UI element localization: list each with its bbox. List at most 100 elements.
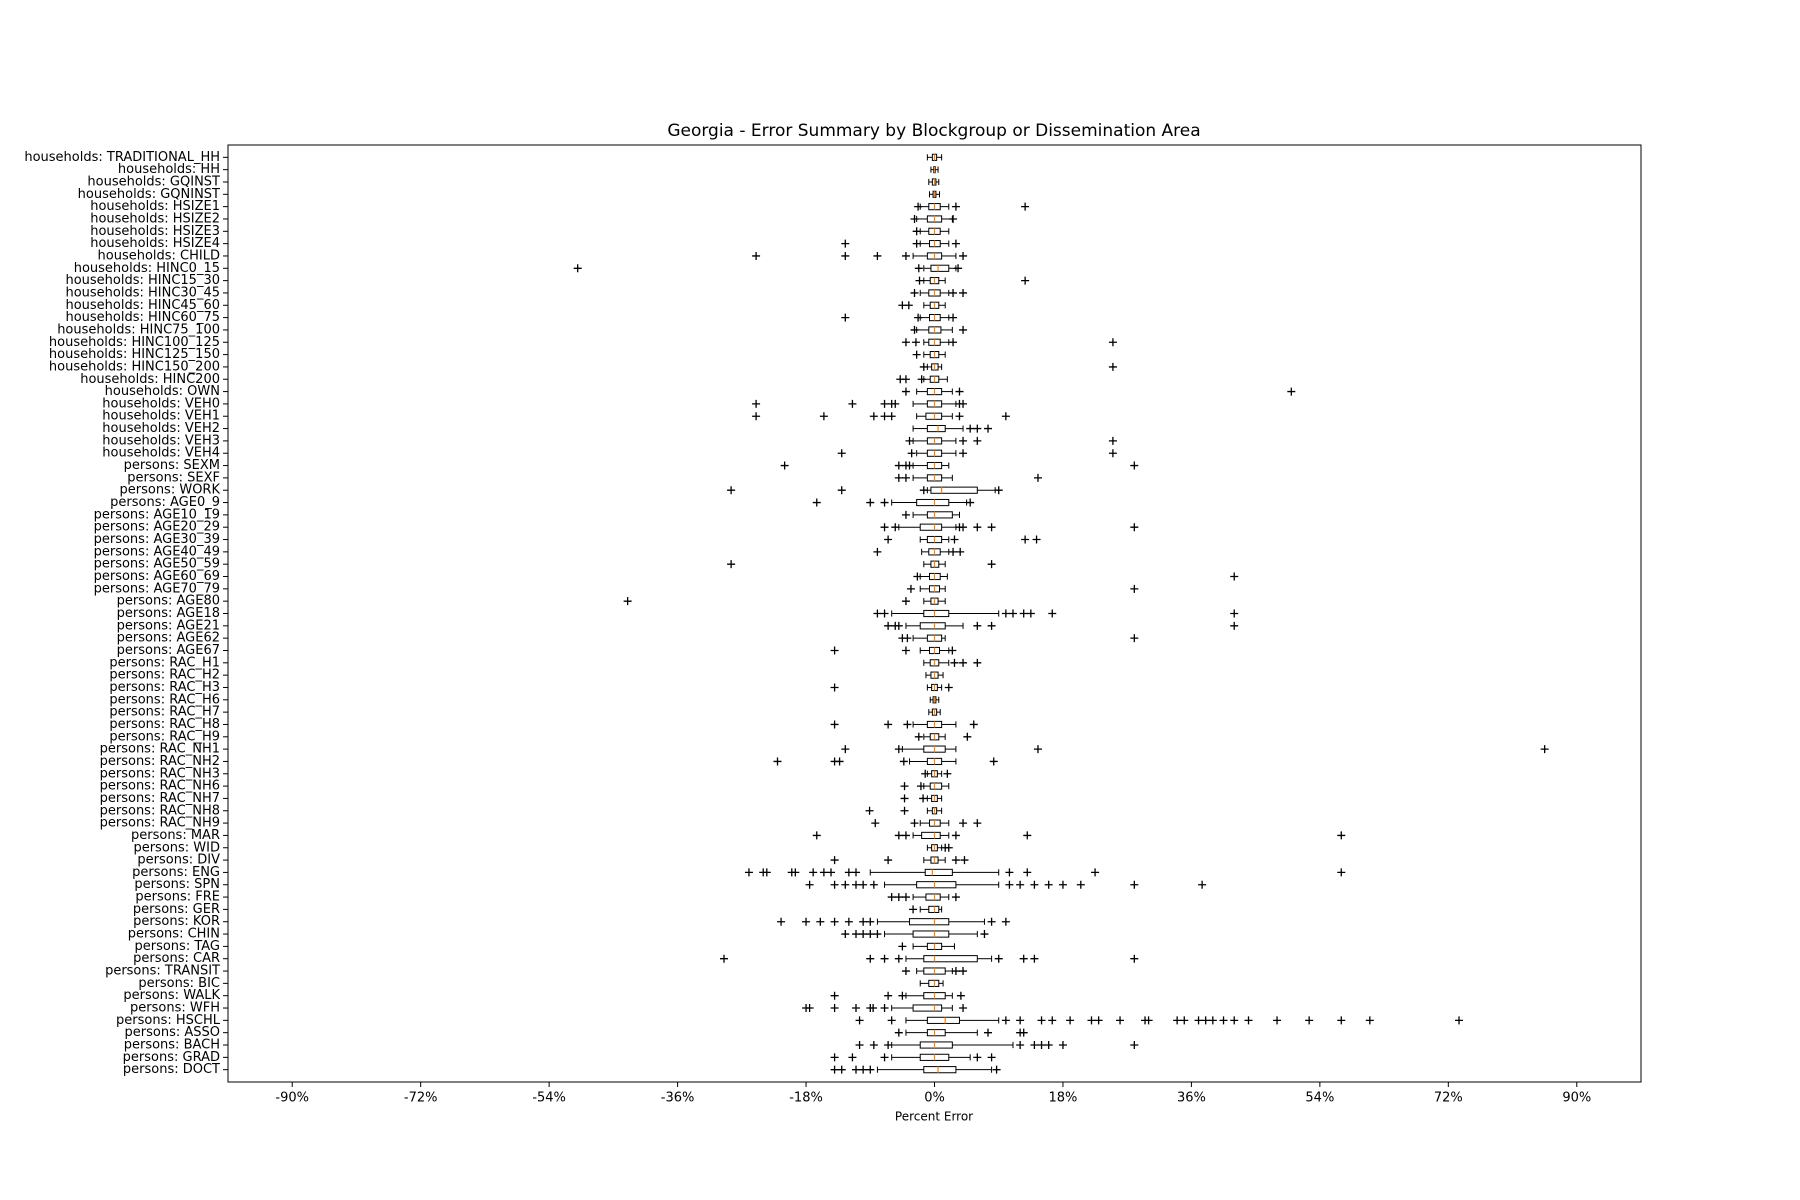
y-tick-label: persons: MAR xyxy=(131,828,220,843)
outlier xyxy=(866,930,875,939)
outlier xyxy=(830,1053,839,1062)
outlier xyxy=(873,251,882,260)
outlier xyxy=(980,930,989,939)
outlier xyxy=(1130,954,1139,963)
y-tick-label: persons: RAC_H9 xyxy=(109,729,220,744)
y-tick-label: persons: FRE xyxy=(135,890,220,905)
outlier xyxy=(949,338,958,347)
outlier xyxy=(744,868,753,877)
outlier xyxy=(859,1065,868,1074)
outlier xyxy=(841,251,850,260)
outlier xyxy=(830,720,839,729)
y-tick-label: persons: BACH xyxy=(124,1038,220,1053)
outlier xyxy=(951,967,960,976)
y-tick-label: persons: DIV xyxy=(137,853,220,868)
outlier xyxy=(852,880,860,889)
outlier xyxy=(1287,387,1296,396)
outlier xyxy=(912,350,921,359)
outlier xyxy=(1037,1016,1046,1025)
outlier xyxy=(841,745,850,754)
outlier xyxy=(894,745,903,754)
y-tick-label: households: HSIZE3 xyxy=(90,224,220,239)
outlier xyxy=(1048,1016,1057,1025)
y-tick-label: households: HSIZE4 xyxy=(90,236,220,251)
y-tick-label: persons: AGE21 xyxy=(117,618,220,633)
outlier xyxy=(1130,880,1139,889)
x-axis-label: Percent Error xyxy=(895,1110,973,1124)
outlier xyxy=(973,1053,982,1062)
outlier xyxy=(901,251,910,260)
box xyxy=(916,881,957,889)
y-tick-label: persons: RAC_H8 xyxy=(109,717,220,732)
outlier xyxy=(852,868,860,877)
outlier xyxy=(848,399,857,408)
y-tick-label: households: VEH4 xyxy=(102,446,220,461)
outlier xyxy=(1021,202,1030,211)
outlier xyxy=(894,1028,903,1037)
outlier xyxy=(966,498,975,507)
outlier xyxy=(987,917,996,926)
y-tick-label: persons: WID xyxy=(133,840,220,855)
outlier xyxy=(955,412,964,421)
outlier xyxy=(844,917,853,926)
outlier xyxy=(837,449,846,458)
outlier xyxy=(1173,1016,1182,1025)
outlier xyxy=(901,597,910,606)
outlier xyxy=(830,991,839,1000)
outlier xyxy=(901,338,910,347)
outlier xyxy=(969,720,978,729)
outlier xyxy=(871,819,880,828)
y-tick-label: households: HINC150_200 xyxy=(49,359,220,374)
y-tick-label: persons: HSCHL xyxy=(116,1013,221,1028)
outlier xyxy=(866,917,875,926)
outlier xyxy=(900,782,909,791)
outlier xyxy=(1201,1016,1210,1025)
outlier xyxy=(919,794,928,803)
outlier xyxy=(943,769,952,778)
outlier xyxy=(900,806,909,815)
outlier xyxy=(812,831,821,840)
outlier xyxy=(905,436,914,445)
outlier xyxy=(987,560,996,569)
x-tick-label: 72% xyxy=(1434,1091,1463,1106)
y-tick-label: persons: CAR xyxy=(133,951,220,966)
box xyxy=(924,868,953,876)
outlier xyxy=(919,486,928,495)
box xyxy=(925,412,943,420)
outlier xyxy=(855,1041,864,1050)
outlier xyxy=(912,227,921,236)
outlier xyxy=(819,868,828,877)
x-tick-label: 18% xyxy=(1049,1091,1078,1106)
outlier xyxy=(1305,1016,1314,1025)
outlier xyxy=(966,424,975,433)
outlier xyxy=(891,523,900,532)
y-tick-label: persons: WALK xyxy=(123,988,220,1003)
y-tick-label: persons: GRAD xyxy=(123,1050,220,1065)
outlier xyxy=(1005,868,1014,877)
outlier xyxy=(869,1041,878,1050)
outlier xyxy=(1001,917,1010,926)
box xyxy=(930,486,978,494)
box xyxy=(916,498,950,507)
outlier xyxy=(841,880,850,889)
outlier xyxy=(906,584,915,593)
outlier xyxy=(1019,954,1028,963)
outlier xyxy=(830,917,839,926)
outlier xyxy=(894,473,903,482)
y-tick-label: households: GQNINST xyxy=(78,187,220,202)
outlier xyxy=(1030,1041,1039,1050)
outlier xyxy=(1001,1016,1010,1025)
outlier xyxy=(1540,745,1549,754)
y-tick-label: persons: AGE0_9 xyxy=(110,495,220,510)
outlier xyxy=(873,547,882,556)
box xyxy=(925,893,941,901)
outlier xyxy=(1033,745,1042,754)
outlier xyxy=(901,646,910,655)
outlier xyxy=(901,387,910,396)
outlier xyxy=(959,436,968,445)
outlier xyxy=(894,831,903,840)
outlier xyxy=(959,967,968,976)
outlier xyxy=(1016,1016,1025,1025)
outlier xyxy=(884,856,893,865)
outlier xyxy=(973,621,982,630)
